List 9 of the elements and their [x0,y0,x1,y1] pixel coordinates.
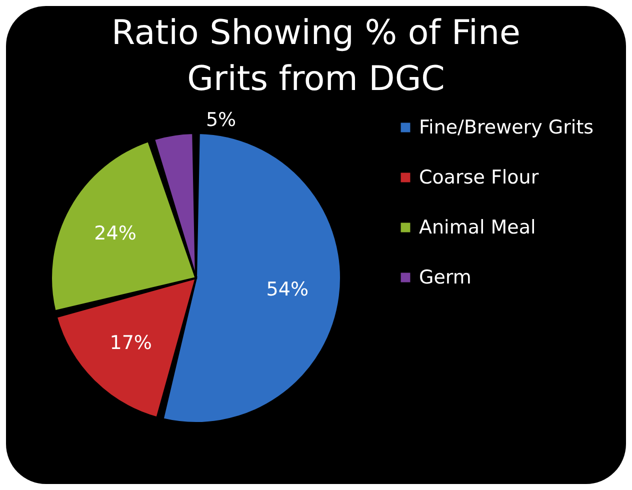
data-label: 54% [266,278,309,301]
data-label: 5% [206,108,236,131]
legend-label: Animal Meal [419,216,536,238]
legend-label: Germ [419,266,472,288]
legend-label: Coarse Flour [419,166,539,188]
legend-label: Fine/Brewery Grits [419,116,594,138]
data-label: 17% [110,332,152,354]
data-label: 24% [94,222,136,245]
chart-title: Ratio Showing % of Fine Grits from DGC [112,12,520,99]
